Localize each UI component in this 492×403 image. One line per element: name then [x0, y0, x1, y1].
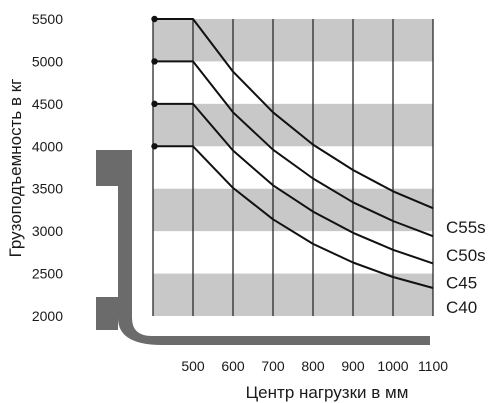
series-label: C50s: [446, 246, 486, 265]
chart-grid: [152, 19, 434, 316]
x-tick-label: 700: [261, 358, 285, 374]
y-tick-label: 4000: [32, 138, 63, 154]
series-start-point: [151, 143, 158, 150]
series-line: [153, 145, 434, 289]
series-label: C40: [446, 298, 477, 317]
series-line: [153, 18, 434, 210]
y-tick-label: 4500: [32, 96, 63, 112]
chart-band: [153, 103, 433, 147]
chart-band: [153, 273, 433, 316]
series-start-point: [151, 100, 158, 108]
x-tick-label: 800: [301, 358, 325, 374]
chart-series: [151, 15, 434, 289]
y-tick-label: 3500: [32, 181, 63, 197]
series-start-point: [151, 58, 158, 65]
y-tick-label: 2000: [32, 308, 63, 324]
series-line: [153, 60, 434, 238]
x-tick-label: 900: [341, 358, 365, 374]
series-label: C55s: [446, 218, 486, 237]
y-tick-label: 5000: [32, 53, 63, 69]
x-axis-ticks: 500 600 700 800 900 1000 1100: [181, 358, 448, 374]
x-tick-label: 500: [181, 358, 205, 374]
y-tick-label: 2500: [32, 266, 63, 282]
y-tick-label: 5500: [32, 11, 63, 27]
series-labels: C55s C50s C45 C40: [446, 218, 486, 317]
series-start-point: [151, 15, 158, 23]
y-axis-label: Грузоподъемность в кг: [6, 79, 25, 258]
chart-band: [153, 19, 433, 62]
forklift-fork-icon: [96, 150, 430, 345]
chart-bands: [153, 19, 433, 316]
x-tick-label: 1100: [418, 358, 448, 374]
x-axis-label: Центр нагрузки в мм: [246, 383, 409, 402]
x-tick-label: 600: [221, 358, 245, 374]
series-line: [153, 102, 434, 265]
x-tick-label: 1000: [377, 358, 408, 374]
y-axis-ticks: 2000 2500 3000 3500 4000 4500 5000 5500: [32, 11, 63, 324]
series-label: C45: [446, 273, 477, 292]
y-tick-label: 3000: [32, 223, 63, 239]
chart-band: [153, 188, 433, 232]
